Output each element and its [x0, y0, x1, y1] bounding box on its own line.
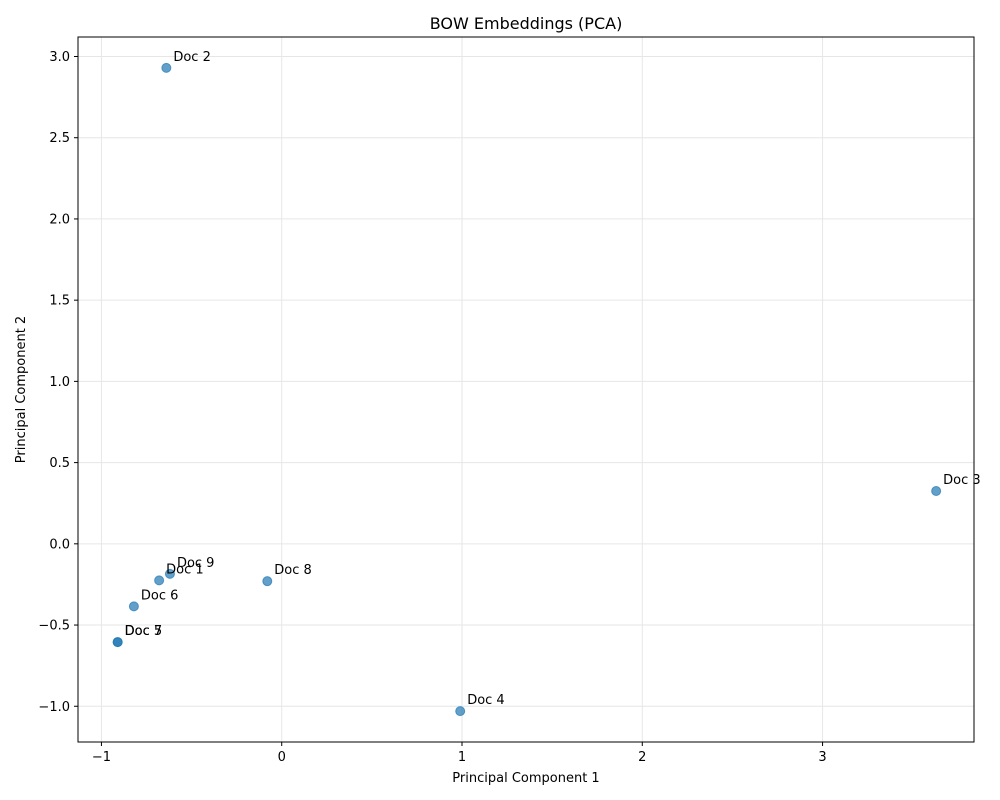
point-label: Doc 7 [125, 624, 163, 639]
point-label: Doc 1 [166, 562, 204, 577]
data-points [112, 62, 942, 717]
data-point [931, 486, 942, 497]
axis-ticks: −1 0 1 2 3 −1.0 −0.5 0.0 0.5 1.0 1.5 2.0 2.5 3.0 [38, 50, 826, 765]
point-label: Doc 4 [467, 693, 505, 708]
y-tick-label: 1.0 [49, 375, 70, 390]
y-tick-label: 0.0 [49, 537, 70, 552]
plot-frame [77, 36, 975, 743]
chart-title: BOW Embeddings (PCA) [430, 14, 623, 33]
grid [78, 37, 974, 742]
point-label: Doc 2 [173, 50, 211, 65]
data-point [128, 601, 139, 612]
data-point [455, 706, 466, 717]
y-tick-label: 2.5 [49, 131, 70, 146]
x-tick-label: 2 [638, 750, 646, 765]
y-tick-label: −1.0 [38, 700, 70, 715]
y-tick-label: 3.0 [49, 50, 70, 65]
point-label: Doc 9 [177, 556, 215, 571]
data-point [161, 62, 172, 73]
y-axis-label: Principal Component 2 [14, 316, 29, 463]
data-point [154, 575, 165, 586]
data-point [112, 637, 123, 648]
point-label: Doc 5 [125, 624, 163, 639]
x-tick-label: 1 [458, 750, 466, 765]
point-labels: Doc 1 Doc 2 Doc 3 Doc 4 Doc 5 Doc 6 Doc 7 Doc 8… [125, 50, 981, 708]
y-tick-label: 1.5 [49, 294, 70, 309]
x-tick-label: 0 [278, 750, 286, 765]
x-axis-label: Principal Component 1 [452, 771, 599, 786]
data-point [262, 576, 273, 587]
y-tick-label: 2.0 [49, 212, 70, 227]
x-tick-label: 3 [818, 750, 826, 765]
data-point [164, 568, 175, 579]
point-label: Doc 6 [141, 588, 179, 603]
y-tick-label: 0.5 [49, 456, 70, 471]
point-label: Doc 8 [274, 563, 312, 578]
x-tick-label: −1 [92, 750, 111, 765]
y-tick-label: −0.5 [38, 619, 70, 634]
point-label: Doc 3 [943, 473, 981, 488]
